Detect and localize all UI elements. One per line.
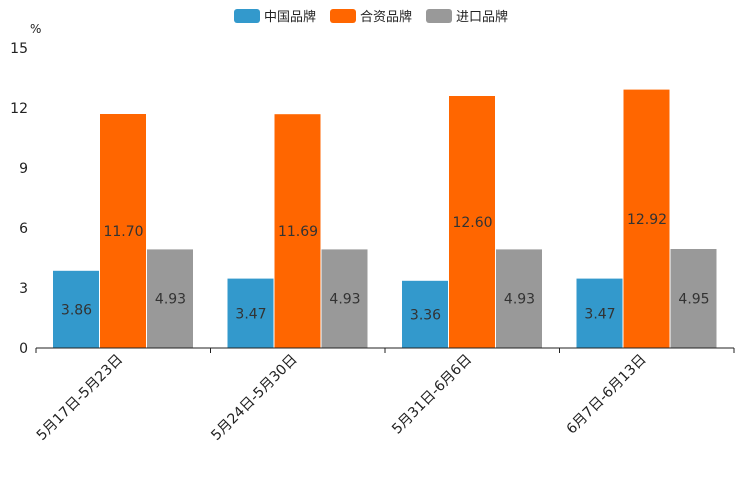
legend-item: 进口品牌 [426, 9, 508, 25]
legend-label: 进口品牌 [456, 9, 508, 25]
bar [402, 280, 448, 348]
x-category-label: 5月31日-6月6日 [389, 352, 475, 438]
legend-swatch [426, 9, 452, 23]
x-category-label: 6月7日-6月13日 [564, 352, 650, 438]
bar-data-label: 4.93 [155, 292, 186, 308]
bar [227, 278, 274, 348]
bar-data-label: 11.70 [103, 224, 143, 240]
bar-data-label: 4.93 [504, 292, 535, 308]
bar-data-label: 3.36 [410, 307, 441, 323]
bar-data-label: 12.92 [627, 212, 667, 228]
bars: 3.86 11.70 4.93 3.47 11.69 4.93 3.36 12.60 4.93 3… [53, 89, 717, 348]
bar-data-label: 11.69 [278, 224, 318, 240]
y-tick-label: 0 [19, 341, 28, 357]
y-tick-label: 9 [19, 161, 28, 177]
legend-swatch [234, 9, 260, 23]
x-category-label: 5月24日-5月30日 [208, 352, 300, 444]
y-tick-label: 15 [10, 41, 28, 57]
legend: 中国品牌 合资品牌 进口品牌 [234, 9, 508, 25]
legend-item: 合资品牌 [330, 9, 412, 25]
bar-data-label: 3.47 [584, 306, 615, 322]
bar-data-label: 3.47 [235, 306, 266, 322]
y-axis: 0 3 6 9 12 15 [10, 41, 28, 357]
bar [496, 249, 542, 348]
bar-data-label: 3.86 [61, 302, 92, 318]
x-category-label: 5月17日-5月23日 [34, 352, 126, 444]
bar [576, 278, 623, 348]
bar [670, 249, 717, 348]
y-axis-unit-label: % [30, 22, 41, 36]
y-tick-label: 3 [19, 281, 28, 297]
bar-data-label: 4.95 [678, 292, 709, 308]
bar-data-label: 4.93 [329, 292, 360, 308]
legend-item: 中国品牌 [234, 9, 316, 25]
legend-label: 中国品牌 [264, 9, 316, 25]
legend-label: 合资品牌 [360, 9, 412, 25]
bar [274, 114, 321, 348]
bar [449, 96, 495, 348]
y-tick-label: 12 [10, 101, 28, 117]
bar [53, 270, 99, 348]
x-axis: 5月17日-5月23日 5月24日-5月30日 5月31日-6月6日 6月7日-6月1… [34, 348, 735, 444]
y-tick-label: 6 [19, 221, 28, 237]
bar [321, 249, 368, 348]
bar [147, 249, 193, 348]
bar [623, 89, 670, 348]
bar [100, 114, 146, 348]
legend-swatch [330, 9, 356, 23]
bar-data-label: 12.60 [452, 215, 492, 231]
